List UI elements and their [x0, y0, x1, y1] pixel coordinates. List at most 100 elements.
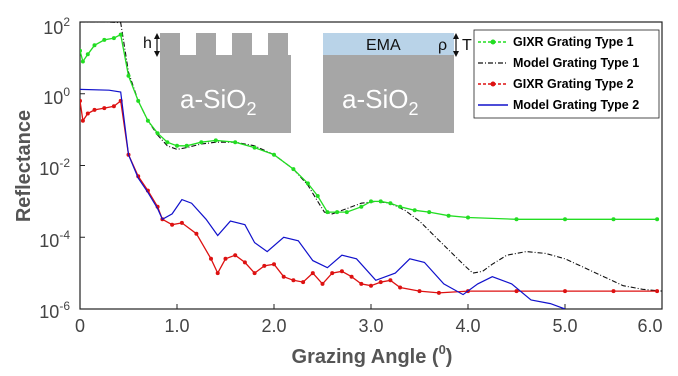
legend-item: Model Grating Type 1	[478, 56, 639, 70]
grating-substrate	[160, 55, 291, 133]
legend-item: Model Grating Type 2	[478, 98, 639, 112]
data-point	[102, 37, 107, 42]
data-point	[102, 106, 107, 111]
data-point	[378, 280, 383, 285]
data-point	[315, 194, 320, 198]
series-gixr-grating-type-1	[80, 32, 660, 222]
data-point	[126, 73, 131, 78]
data-point	[80, 48, 82, 53]
data-point	[320, 281, 325, 286]
density-label: ρ	[438, 37, 447, 54]
data-point	[417, 289, 422, 294]
data-point	[165, 140, 170, 145]
data-point	[325, 210, 330, 215]
data-point	[272, 152, 276, 157]
data-point	[111, 104, 116, 109]
ema-substrate	[323, 55, 454, 133]
legend-item: GIXR Grating Type 1	[478, 35, 634, 49]
data-point	[199, 140, 204, 145]
data-point	[436, 290, 441, 295]
x-tick-label: 1.0	[164, 316, 189, 336]
data-point	[170, 222, 175, 227]
axis-ticks	[79, 21, 663, 310]
data-point	[281, 274, 286, 279]
data-point	[349, 274, 354, 279]
data-point	[272, 262, 276, 267]
data-point	[209, 256, 213, 261]
data-point	[136, 98, 141, 103]
data-point	[369, 283, 373, 288]
y-tick-label: 102	[43, 15, 70, 38]
series-model-grating-type-2	[80, 88, 566, 309]
legend: GIXR Grating Type 1 Model Grating Type 1…	[473, 29, 660, 119]
series-line	[80, 33, 658, 220]
data-point	[213, 138, 218, 143]
grating-tooth	[232, 33, 252, 56]
grating-tooth	[160, 33, 180, 56]
height-label: h	[143, 35, 152, 52]
data-point	[184, 143, 189, 148]
height-arrow-icon	[154, 33, 160, 57]
data-point	[118, 32, 123, 37]
data-point	[85, 111, 90, 116]
data-point	[310, 271, 315, 276]
x-tick-label: 4.0	[455, 316, 480, 336]
data-point	[359, 281, 364, 286]
ema-layer	[323, 33, 454, 56]
data-point	[611, 217, 616, 222]
x-tick-label: 6.0	[637, 316, 662, 336]
ema-label: EMA	[366, 37, 401, 54]
data-point	[344, 210, 349, 215]
data-point	[655, 217, 660, 222]
data-point	[80, 59, 85, 64]
series-line	[80, 22, 662, 292]
data-point	[233, 140, 238, 145]
data-point	[335, 210, 340, 215]
data-point	[369, 199, 373, 204]
data-point	[427, 210, 432, 215]
series-model-grating-type-1	[80, 22, 662, 292]
data-point	[611, 289, 616, 294]
data-point	[388, 201, 393, 206]
legend-label: Model Grating Type 1	[513, 56, 639, 70]
data-point	[305, 181, 310, 186]
data-point	[412, 208, 417, 213]
data-point	[291, 278, 296, 283]
data-point	[242, 260, 247, 265]
data-point	[80, 98, 82, 103]
data-point	[85, 52, 90, 57]
y-axis-title: Reflectance	[13, 110, 35, 222]
data-point	[514, 289, 519, 294]
data-point	[301, 280, 306, 285]
data-point	[145, 118, 150, 123]
y-tick-label: 100	[43, 85, 70, 108]
data-point	[252, 271, 257, 276]
thickness-label: T	[462, 37, 472, 54]
data-point	[446, 213, 451, 218]
data-point	[92, 43, 97, 48]
data-point	[563, 289, 567, 294]
data-point	[655, 289, 660, 294]
data-point	[233, 253, 238, 258]
data-point	[398, 285, 403, 290]
y-tick-label: 10-6	[39, 299, 70, 322]
inset-grating-type-2: EMA ρ T a-SiO2	[323, 33, 472, 133]
data-point	[111, 36, 116, 41]
inset-grating-type-1: a-SiO2 h	[143, 33, 291, 133]
x-tick-label: 0	[75, 316, 85, 336]
legend-item: GIXR Grating Type 2	[478, 77, 634, 91]
thickness-arrow-icon	[453, 33, 459, 57]
data-point	[194, 231, 199, 236]
data-point	[223, 256, 228, 261]
grating-tooth	[196, 33, 216, 56]
data-point	[388, 278, 393, 283]
series-layer	[80, 22, 662, 309]
x-tick-label: 5.0	[552, 316, 577, 336]
data-point	[339, 269, 344, 274]
data-point	[378, 199, 383, 204]
data-point	[92, 107, 97, 112]
x-axis-tick-labels: 0 1.0 2.0 3.0 4.0 5.0 6.0	[75, 316, 663, 336]
data-point	[262, 263, 267, 268]
data-point	[466, 215, 470, 220]
